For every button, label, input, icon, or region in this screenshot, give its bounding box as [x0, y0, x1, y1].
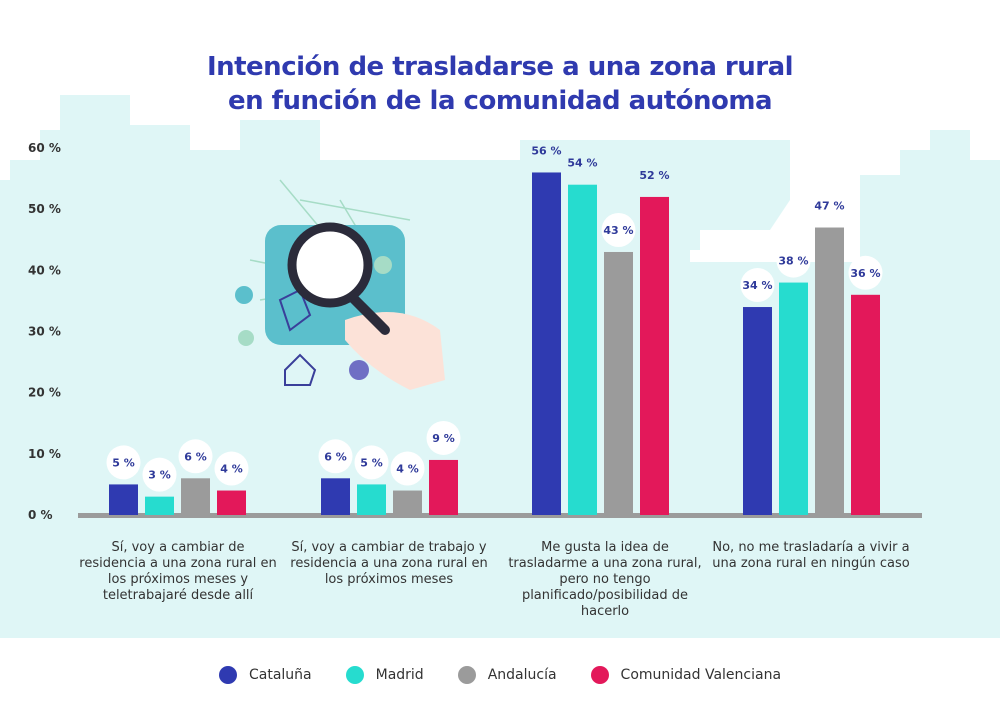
- y-tick-label: 40 %: [28, 263, 61, 277]
- legend-label: Cataluña: [248, 667, 312, 683]
- value-bubble: [318, 439, 353, 474]
- value-bubble: [740, 268, 775, 303]
- bar: [815, 227, 844, 515]
- title-line-2: en función de la comunidad autónoma: [227, 86, 773, 116]
- bar: [321, 478, 350, 515]
- bar: [429, 459, 458, 515]
- y-tick-label: 10 %: [28, 447, 61, 461]
- value-label: 47 %: [814, 200, 844, 213]
- legend-item-valenciana: Comunidad Valenciana: [590, 666, 782, 684]
- value-bubble: [178, 439, 213, 474]
- value-label: 34 %: [742, 279, 772, 292]
- value-bubble: [354, 445, 389, 480]
- y-tick-label: 30 %: [28, 325, 61, 339]
- value-bubble: [848, 255, 883, 290]
- value-label: 6 %: [324, 450, 347, 463]
- bar: [181, 478, 210, 515]
- value-bubble: [390, 451, 425, 486]
- value-bubble: [776, 243, 811, 278]
- legend-item-madrid: Madrid: [345, 666, 424, 684]
- bar: [640, 196, 669, 515]
- value-label: 43 %: [603, 224, 633, 237]
- value-label: 4 %: [396, 463, 419, 476]
- legend-label: Comunidad Valenciana: [620, 667, 782, 683]
- category-label-1: Sí, voy a cambiar de residencia a una zo…: [79, 540, 277, 603]
- category-label-2: Sí, voy a cambiar de trabajo y residenci…: [290, 540, 488, 587]
- value-label: 5 %: [112, 456, 135, 469]
- value-bubble: [106, 445, 141, 480]
- bar: [779, 282, 808, 515]
- legend-swatch: [457, 666, 476, 684]
- value-label: 54 %: [567, 157, 597, 170]
- bar: [393, 490, 422, 515]
- y-tick-label: 0 %: [28, 508, 53, 522]
- value-label: 36 %: [850, 267, 880, 280]
- chart-title: Intención de trasladarse a una zona rura…: [0, 50, 1000, 118]
- bar: [145, 496, 174, 515]
- legend-swatch: [218, 666, 237, 684]
- bar: [743, 307, 772, 515]
- value-label: 56 %: [531, 144, 561, 157]
- value-bubble: [142, 457, 177, 492]
- value-bubble: [214, 451, 249, 486]
- value-label: 5 %: [360, 456, 383, 469]
- value-bubble: [812, 188, 847, 223]
- legend-item-cataluna: Cataluña: [218, 666, 312, 684]
- category-label-3: Me gusta la idea de trasladarme a una zo…: [508, 540, 702, 619]
- bar: [568, 184, 597, 515]
- bar: [532, 172, 561, 515]
- legend-swatch: [590, 666, 609, 684]
- title-line-1: Intención de trasladarse a una zona rura…: [206, 52, 794, 82]
- bar: [217, 490, 246, 515]
- legend-item-andalucia: Andalucía: [457, 666, 557, 684]
- value-label: 9 %: [432, 432, 455, 445]
- value-label: 38 %: [778, 255, 808, 268]
- bar: [109, 484, 138, 515]
- category-label-4: No, no me trasladaría a vivir a una zona…: [712, 540, 910, 571]
- value-bubble: [426, 420, 461, 455]
- bar: [851, 294, 880, 515]
- legend: Cataluña Madrid Andalucía Comunidad Vale…: [0, 666, 1000, 684]
- y-tick-label: 60 %: [28, 141, 61, 155]
- legend-label: Andalucía: [487, 667, 557, 683]
- value-label: 6 %: [184, 450, 207, 463]
- y-tick-label: 20 %: [28, 386, 61, 400]
- bar: [604, 251, 633, 515]
- legend-swatch: [345, 666, 364, 684]
- bar: [357, 484, 386, 515]
- value-label: 3 %: [148, 469, 171, 482]
- legend-label: Madrid: [375, 667, 424, 683]
- x-axis-baseline: [78, 513, 922, 518]
- value-label: 4 %: [220, 463, 243, 476]
- y-tick-label: 50 %: [28, 202, 61, 216]
- value-label: 52 %: [639, 169, 669, 182]
- value-bubble: [601, 212, 636, 247]
